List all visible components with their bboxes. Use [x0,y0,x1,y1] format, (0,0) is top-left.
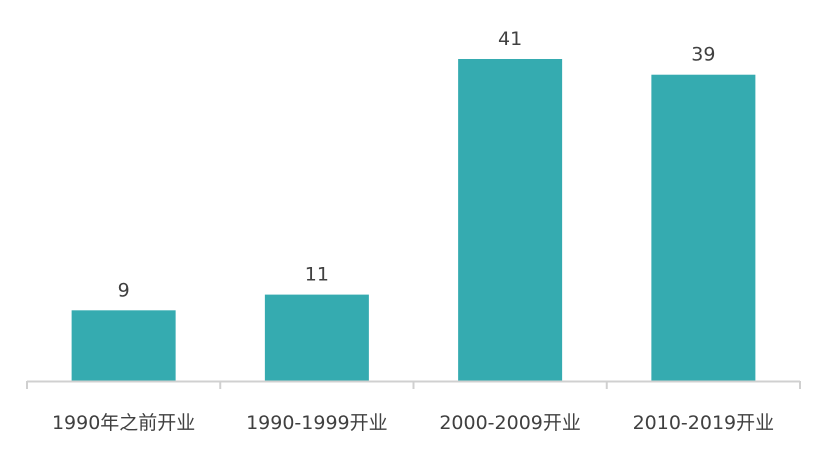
bar [651,74,756,382]
x-tick-label: 2000-2009开业 [439,412,581,434]
data-label: 41 [498,28,522,50]
x-tick-label: 1990年之前开业 [52,412,195,434]
data-label: 9 [118,279,130,301]
x-tick-label: 1990-1999开业 [246,412,388,434]
data-label: 39 [691,44,715,66]
x-tick-label: 2010-2019开业 [633,412,775,434]
bar [264,294,369,381]
data-label: 11 [305,264,329,286]
bar [71,310,176,381]
bar [458,59,563,381]
